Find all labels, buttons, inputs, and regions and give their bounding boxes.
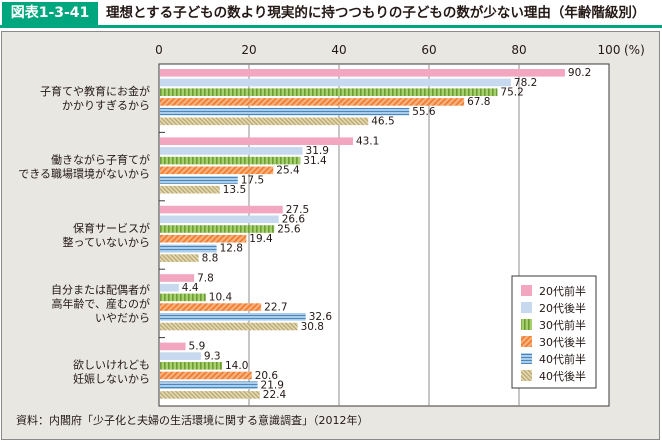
data-label: 31.4 [303,155,327,167]
source-note: 資料：内閣府「少子化と夫婦の生活環境に関する意識調査」（2012年） [16,414,369,427]
data-label: 14.0 [225,360,248,372]
data-label: 7.8 [197,272,214,284]
data-label: 8.8 [202,252,219,264]
bar [160,185,220,194]
bar [160,98,465,106]
data-label: 27.5 [286,204,309,216]
data-label: 25.6 [277,223,301,235]
data-label: 31.9 [306,145,329,157]
legend-swatch [521,302,532,313]
data-label: 90.2 [568,67,591,79]
bar [160,274,195,282]
bar [160,205,283,214]
bar [160,166,274,175]
bar [160,391,260,399]
bar [160,137,353,145]
bar [160,88,498,96]
bar [160,362,222,370]
legend-label: 20代前半 [539,284,586,298]
legend-label: 40代後半 [539,369,586,383]
bar [160,371,252,380]
data-label: 4.4 [182,282,199,294]
bar [160,342,186,351]
legend-label: 40代前半 [539,352,586,366]
data-label: 17.5 [241,174,264,186]
bar [160,215,279,224]
bar [160,156,301,165]
data-label: 20.6 [255,370,279,382]
data-label: 26.6 [282,214,306,226]
bar [160,234,247,243]
bar [160,147,303,155]
bar [160,283,179,292]
legend-swatch [521,336,532,347]
category-label: できる職場環境がないから [18,167,150,181]
data-label: 25.4 [276,165,300,177]
data-label: 32.6 [309,311,333,323]
bar [160,322,298,331]
figure-number: 図表1-3-41 [2,2,98,25]
header-underline [0,25,662,28]
data-label: 5.9 [189,341,206,353]
x-tick-label: 0 [155,43,163,57]
bar [160,78,511,87]
data-label: 10.4 [209,292,233,304]
data-label: 19.4 [249,233,273,245]
x-tick-label: 20 [241,43,256,57]
x-tick-label: 60 [421,43,436,57]
data-label: 9.3 [204,350,221,362]
figure-header: 図表1-3-41 理想とする子どもの数より現実的に持つつもりの子どもの数が少ない… [0,0,662,28]
legend-label: 30代後半 [539,335,586,349]
data-label: 78.2 [514,77,537,89]
category-label: 整っていないから [63,235,150,249]
category-label: 働きながら子育てが [51,153,150,167]
x-axis-unit: (%) [624,43,645,57]
bar [160,313,306,321]
data-label: 22.7 [264,301,287,313]
data-label: 13.5 [223,184,246,196]
data-label: 12.8 [220,243,243,255]
x-tick-label: 40 [331,43,346,57]
bar [160,244,217,253]
bar [160,293,206,302]
bar [160,107,410,116]
legend-swatch [521,370,532,381]
data-label: 55.6 [412,106,436,118]
legend-swatch [521,319,532,330]
data-label: 43.1 [356,136,379,148]
legend-label: 30代前半 [539,318,586,332]
x-tick-label: 100 [598,43,621,57]
category-label: 子育てや教育にお金が [40,84,150,98]
category-label: かかりすぎるから [62,98,150,112]
bar [160,352,201,360]
data-label: 75.2 [500,87,523,99]
data-label: 30.8 [301,321,324,333]
category-label: 保育サービスが [73,221,150,235]
bar [160,117,369,126]
bar [160,225,275,233]
legend-swatch [521,353,532,364]
figure-title: 理想とする子どもの数より現実的に持つつもりの子どもの数が少ない理由（年齢階級別） [106,5,646,21]
legend-label: 20代後半 [539,301,586,315]
data-label: 46.5 [371,116,394,128]
data-label: 22.4 [263,389,287,401]
bar [160,303,262,311]
legend-swatch [521,285,532,296]
data-label: 67.8 [467,96,490,108]
x-tick-label: 80 [511,43,526,57]
bar [160,254,199,262]
data-label: 21.9 [261,380,284,392]
category-label: 欲しいけれども [73,358,150,372]
bar [160,381,258,389]
category-label: 高年齢で、産むのが [51,296,150,310]
category-label: 妊娠しないから [73,372,150,386]
bar [160,176,238,184]
category-label: いやだから [95,311,150,324]
bar [160,69,565,77]
category-label: 自分または配偶者が [51,282,150,296]
